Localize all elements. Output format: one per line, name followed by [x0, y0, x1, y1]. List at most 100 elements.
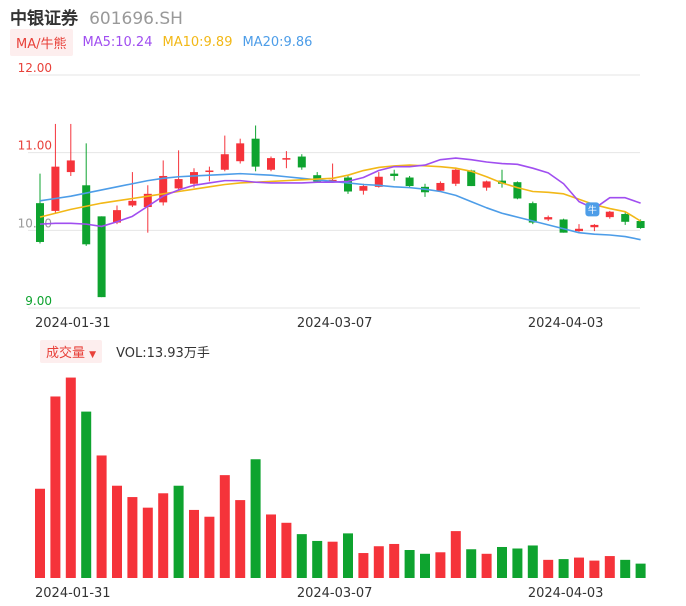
- volume-bar: [112, 485, 122, 578]
- stock-code: 601696.SH: [89, 9, 183, 29]
- volume-bar: [235, 500, 246, 578]
- volume-bar: [65, 377, 76, 578]
- candle-body: [359, 186, 368, 191]
- volume-legend: 成交量 ▼ VOL:13.93万手: [40, 339, 210, 363]
- volume-bar: [173, 485, 184, 578]
- volume-bar: [158, 493, 169, 578]
- volume-x-axis: 2024-01-31 2024-03-07 2024-04-03: [35, 586, 603, 601]
- ma20-line: [39, 172, 641, 241]
- candle-body: [621, 214, 630, 222]
- volume-bar: [142, 507, 153, 578]
- candle-body: [482, 181, 491, 188]
- volume-bar: [81, 411, 92, 578]
- y-tick-label: 12.00: [18, 61, 52, 75]
- volume-bar: [466, 549, 477, 578]
- moving-average-lines: [39, 157, 642, 241]
- x-tick-label: 2024-01-31: [35, 316, 111, 331]
- volume-value: VOL:13.93万手: [116, 345, 210, 361]
- volume-bar: [250, 459, 261, 578]
- volume-bar: [96, 455, 107, 578]
- candle-body: [190, 172, 198, 184]
- candle-body: [36, 203, 44, 242]
- badge-glyph: 牛: [588, 204, 597, 216]
- candle-body: [159, 175, 168, 203]
- candle-body: [636, 221, 645, 229]
- volume-bar: [404, 550, 415, 578]
- volume-bar: [127, 497, 138, 578]
- volume-bar: [189, 509, 199, 578]
- candlesticks: [36, 123, 645, 298]
- volume-toggle-button[interactable]: 成交量 ▼: [40, 339, 103, 363]
- ma5-line: [39, 157, 641, 228]
- candle-body: [436, 182, 445, 191]
- volume-bar: [219, 475, 230, 578]
- y-tick-label: 11.00: [18, 139, 52, 153]
- x-tick-label: 2024-04-03: [528, 316, 604, 331]
- x-tick-label: 2024-03-07: [297, 316, 373, 331]
- volume-bar: [296, 534, 307, 578]
- candle-body: [205, 170, 214, 173]
- candle-body: [405, 177, 414, 187]
- candle-body: [344, 177, 352, 192]
- volume-bar: [281, 522, 292, 578]
- candle-body: [467, 170, 476, 187]
- caret-down-icon: ▼: [89, 349, 97, 360]
- volume-bar: [481, 553, 492, 578]
- candle-body: [605, 211, 614, 218]
- candle-body: [66, 160, 75, 173]
- volume-bar: [35, 488, 45, 578]
- candle-body: [282, 158, 291, 160]
- bull-icon: 牛: [585, 202, 600, 217]
- ma5-label: MA5:10.24: [82, 34, 153, 50]
- volume-bars: [35, 377, 646, 578]
- candle-body: [374, 176, 383, 187]
- candle-body: [559, 219, 568, 233]
- volume-bar: [635, 563, 646, 578]
- candle-body: [544, 217, 553, 220]
- candle-body: [113, 210, 121, 223]
- volume-bar: [512, 548, 523, 578]
- candle-body: [97, 216, 106, 298]
- ma-toggle-button[interactable]: MA/牛熊: [10, 28, 73, 56]
- ma20-label: MA20:9.86: [242, 34, 313, 50]
- candle-body: [251, 138, 260, 167]
- volume-bar: [589, 560, 600, 578]
- volume-bar: [50, 396, 61, 578]
- volume-bar: [343, 533, 353, 578]
- volume-bar: [527, 545, 538, 578]
- candle-body: [51, 166, 60, 211]
- volume-bar: [389, 543, 400, 578]
- volume-bar: [373, 546, 384, 578]
- stock-header: 中银证券 601696.SH: [10, 4, 183, 29]
- volume-bar: [604, 556, 615, 578]
- price-x-axis: 2024-01-31 2024-03-07 2024-04-03: [35, 316, 603, 331]
- volume-bar: [327, 541, 338, 578]
- candle-body: [451, 169, 460, 184]
- candle-body: [143, 193, 152, 208]
- candle-body: [236, 143, 245, 162]
- candle-body: [297, 156, 306, 168]
- volume-toggle-label: 成交量: [46, 345, 86, 361]
- volume-bar: [420, 553, 430, 578]
- volume-bar: [204, 516, 215, 578]
- volume-bar: [266, 514, 276, 578]
- candle-body: [575, 228, 583, 232]
- volume-bar: [574, 557, 584, 578]
- badge-background: [585, 202, 600, 217]
- volume-bar: [312, 540, 323, 578]
- candle-body: [267, 158, 275, 170]
- volume-bar: [558, 559, 569, 578]
- candle-body: [174, 179, 183, 189]
- volume-bar: [358, 553, 369, 578]
- x-tick-label: 2024-01-31: [35, 586, 111, 601]
- candle-body: [82, 185, 91, 245]
- ma10-label: MA10:9.89: [162, 34, 233, 50]
- volume-bar: [497, 546, 507, 578]
- ma10-line: [39, 164, 642, 222]
- candle-body: [513, 182, 522, 199]
- candle-body: [528, 203, 537, 223]
- volume-bar: [620, 559, 631, 578]
- y-tick-label: 9.00: [25, 294, 52, 308]
